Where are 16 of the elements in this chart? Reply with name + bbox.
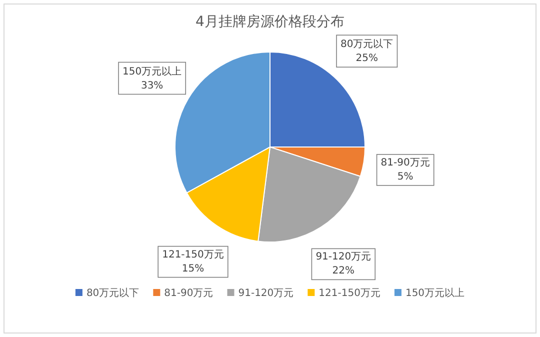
data-label: 15% <box>182 263 204 274</box>
slice-label: 150万元以上 <box>122 65 182 78</box>
slice-label: 80万元以下 <box>340 38 394 50</box>
data-label: 25% <box>356 53 378 64</box>
legend-label: 121-150万元 <box>318 288 380 299</box>
legend-label: 150万元以上 <box>405 287 465 299</box>
data-label: 22% <box>332 266 355 277</box>
legend-label: 91-120万元 <box>238 288 294 299</box>
data-label: 33% <box>140 80 164 92</box>
data-label: 5% <box>397 171 414 182</box>
legend-label: 81-90万元 <box>164 288 214 299</box>
slice-label: 91-120万元 <box>316 252 372 263</box>
legend-label: 80万元以下 <box>86 287 140 299</box>
chart-title: 4月挂牌房源价格段分布 <box>196 14 344 30</box>
slice-label: 81-90万元 <box>380 157 430 168</box>
slice-label: 121-150万元 <box>162 249 224 260</box>
